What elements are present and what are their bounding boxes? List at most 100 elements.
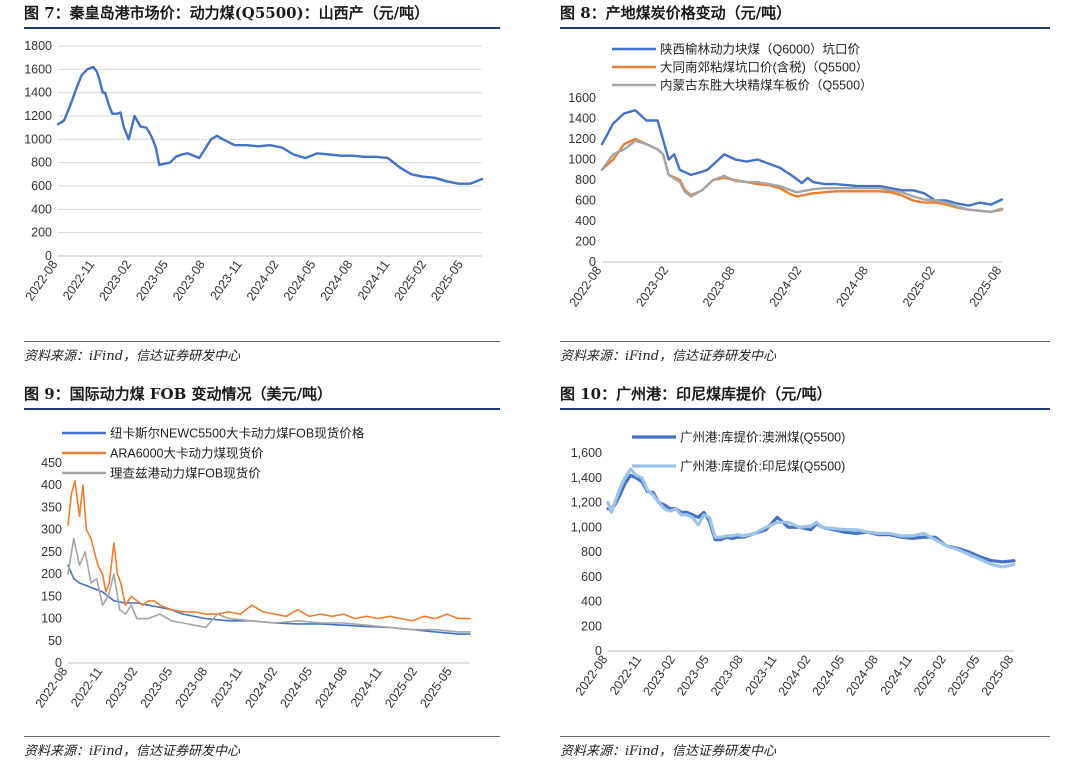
- x-tick-label: 2024-05: [281, 258, 319, 304]
- y-tick-label: 600: [31, 179, 52, 193]
- source-note: 资料来源：iFind，信达证券研发中心: [24, 744, 241, 759]
- y-tick-label: 200: [575, 235, 596, 249]
- chart-panel-9: 图 9：国际动力煤 FOB 变动情况（美元/吨） 0 50 100 150 200 250…: [24, 381, 500, 761]
- y-tick-label: 1400: [24, 86, 52, 100]
- chart-10-svg: 0 200 400 600 800 1,000 1,200 1,400 1,600 2022-08…: [571, 430, 1017, 699]
- legend-label: 纽卡斯尔NEWC5500大卡动力煤FOB现货价格: [110, 426, 365, 441]
- y-tick-label: 1600: [568, 91, 596, 105]
- x-tick-label: 2022-08: [23, 258, 61, 304]
- x-tick-label: 2024-05: [277, 665, 315, 711]
- x-tick-label: 2022-08: [573, 653, 611, 699]
- chart-panel-10: 图 10：广州港：印尼煤库提价（元/吨） 0 200 400 600 800 1,000 1…: [560, 381, 1050, 761]
- y-tick-label: 1200: [568, 132, 596, 146]
- x-tick-label: 2023-05: [133, 258, 171, 304]
- chart-title: 图 8：产地煤炭价格变动（元/吨）: [560, 4, 792, 22]
- x-tick-label: 2023-02: [633, 264, 671, 310]
- y-tick-label: 800: [31, 156, 52, 170]
- x-tick-label: 2025-05: [945, 653, 983, 699]
- y-tick-label: 1,000: [571, 520, 602, 534]
- x-tick-label: 2025-02: [900, 264, 938, 310]
- x-tick-label: 2022-08: [33, 665, 71, 711]
- y-tick-label: 250: [41, 545, 62, 559]
- source-rule: [24, 341, 500, 342]
- series-line-3: [67, 537, 471, 633]
- chart-7-svg: 0 200 400 600 800 1000 1200 1400 1600 1800 2022-08…: [23, 39, 484, 304]
- x-tick-label: 2022-11: [60, 258, 97, 303]
- chart-9-svg: 0 50 100 150 200 250 300 350 400 450 2022-082022-1…: [33, 426, 471, 711]
- x-tick-label: 2022-11: [607, 653, 644, 698]
- x-tick-label: 2025-08: [979, 653, 1017, 699]
- chart-title: 图 9：国际动力煤 FOB 变动情况（美元/吨）: [24, 385, 332, 403]
- x-tick-label: 2024-08: [312, 665, 350, 711]
- y-tick-label: 600: [575, 194, 596, 208]
- y-tick-label: 200: [31, 226, 52, 240]
- y-tick-label: 150: [41, 589, 62, 603]
- y-tick-label: 400: [41, 478, 62, 492]
- y-tick-label: 400: [575, 214, 596, 228]
- y-tick-label: 800: [581, 545, 602, 559]
- y-tick-label: 1,200: [571, 496, 602, 510]
- y-tick-label: 0: [55, 656, 62, 670]
- x-tick-label: 2023-05: [674, 653, 712, 699]
- source-rule: [24, 736, 500, 737]
- title-rule: [560, 27, 1050, 29]
- x-tick-label: 2025-02: [911, 653, 949, 699]
- legend-label: 广州港:库提价:澳洲煤(Q5500): [680, 430, 845, 445]
- y-tick-label: 200: [41, 567, 62, 581]
- y-tick-label: 1,600: [571, 446, 602, 460]
- y-tick-label: 0: [589, 255, 596, 269]
- y-tick-label: 400: [31, 202, 52, 216]
- y-tick-label: 0: [595, 644, 602, 658]
- x-tick-label: 2023-05: [138, 665, 176, 711]
- x-tick-label: 2023-11: [742, 653, 779, 698]
- x-tick-label: 2024-02: [776, 653, 814, 699]
- series-line-1: [600, 109, 1004, 207]
- y-tick-label: 100: [41, 612, 62, 626]
- x-tick-label: 2025-08: [967, 264, 1005, 310]
- x-tick-label: 2023-11: [208, 258, 245, 303]
- y-tick-label: 0: [45, 249, 52, 263]
- x-tick-label: 2022-11: [68, 665, 105, 710]
- chart-8-svg: 0 200 400 600 800 1000 1200 1400 1600 2022-08 2023…: [567, 42, 1005, 310]
- x-tick-label: 2024-02: [244, 258, 282, 304]
- y-tick-label: 1000: [568, 153, 596, 167]
- x-tick-label: 2023-08: [708, 653, 746, 699]
- y-tick-label: 50: [48, 634, 62, 648]
- legend-label: ARA6000大卡动力煤现货价: [110, 446, 264, 461]
- x-tick-label: 2025-05: [417, 665, 455, 711]
- x-tick-label: 2024-11: [348, 665, 385, 710]
- source-note: 资料来源：iFind，信达证券研发中心: [560, 349, 777, 364]
- y-tick-label: 800: [575, 173, 596, 187]
- y-tick-label: 350: [41, 500, 62, 514]
- series-line-3: [600, 139, 1004, 213]
- x-tick-label: 2025-02: [382, 665, 420, 711]
- y-tick-label: 300: [41, 523, 62, 537]
- x-tick-label: 2023-08: [700, 264, 738, 310]
- legend-label: 理查兹港动力煤FOB现货价: [110, 466, 261, 481]
- chart-panel-8: 图 8：产地煤炭价格变动（元/吨） 0 200 400 600 800 1000 1200 1…: [560, 0, 1050, 370]
- x-tick-label: 2024-02: [242, 665, 280, 711]
- source-rule: [560, 736, 1050, 737]
- y-tick-label: 1800: [24, 39, 52, 53]
- x-tick-label: 2024-02: [767, 264, 805, 310]
- chart-title: 图 10：广州港：印尼煤库提价（元/吨）: [560, 385, 832, 403]
- x-tick-label: 2023-02: [96, 258, 134, 304]
- y-tick-label: 400: [581, 595, 602, 609]
- y-tick-label: 600: [581, 570, 602, 584]
- x-tick-label: 2023-02: [103, 665, 141, 711]
- legend-label: 内蒙古东胜大块精煤车板价（Q5500）: [660, 78, 873, 93]
- legend-label: 陕西榆林动力块煤（Q6000）坑口价: [660, 42, 861, 57]
- legend-label: 大同南郊粘煤坑口价(含税)（Q5500）: [660, 60, 868, 75]
- y-tick-label: 1400: [568, 112, 596, 126]
- x-tick-label: 2024-05: [810, 653, 848, 699]
- x-tick-label: 2024-08: [843, 653, 881, 699]
- title-rule: [24, 27, 500, 29]
- x-tick-label: 2022-08: [567, 264, 605, 310]
- legend-label: 广州港:库提价:印尼煤(Q5500): [680, 459, 845, 474]
- source-rule: [560, 341, 1050, 342]
- x-tick-label: 2023-08: [170, 258, 208, 304]
- title-rule: [24, 408, 500, 410]
- series-line-2: [67, 480, 471, 622]
- x-tick-label: 2023-08: [173, 665, 211, 711]
- chart-panel-7: 图 7：秦皇岛港市场价：动力煤(Q5500)：山西产（元/吨） 0 200 400 6…: [23, 0, 500, 370]
